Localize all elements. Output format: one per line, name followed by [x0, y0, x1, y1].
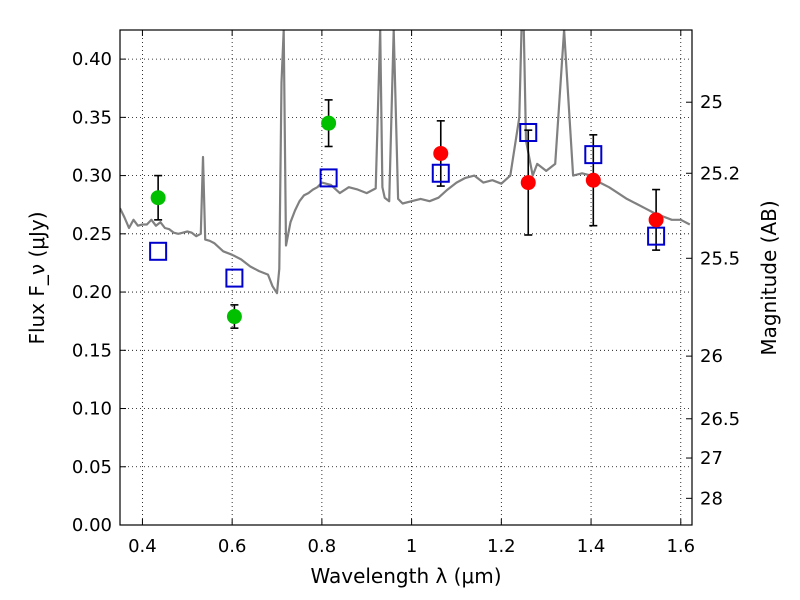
- magnitude-tick-label: 27: [700, 448, 723, 469]
- magnitude-tick-label: 25.2: [700, 163, 740, 184]
- model-photometry-square: [431, 163, 450, 183]
- y-tick-label: 0.15: [72, 340, 112, 361]
- y-axis-label: Flux F_ν (μJy): [25, 211, 49, 344]
- observed-flux-point: [520, 175, 536, 191]
- x-tick-label: 1: [406, 536, 417, 557]
- x-axis-label: Wavelength λ (μm): [310, 564, 501, 588]
- model-spectrum-line: [120, 30, 691, 295]
- x-tick-label: 1.6: [666, 536, 695, 557]
- y-tick-label: 0.40: [72, 49, 112, 70]
- magnitude-axis-label: Magnitude (AB): [757, 200, 781, 355]
- model-photometry-square: [149, 241, 168, 261]
- x-tick-label: 1.2: [487, 536, 516, 557]
- y-tick-label: 0.00: [72, 515, 112, 536]
- observed-flux-point: [648, 212, 664, 228]
- magnitude-tick-label: 25.5: [700, 248, 740, 269]
- y-tick-label: 0.30: [72, 166, 112, 187]
- y-tick-label: 0.35: [72, 107, 112, 128]
- grid: [120, 30, 692, 526]
- y-tick-label: 0.10: [72, 399, 112, 420]
- magnitude-tick-label: 28: [700, 488, 723, 509]
- plot-area: [120, 30, 691, 329]
- model-photometry-square: [319, 168, 338, 188]
- x-tick-label: 0.4: [128, 536, 157, 557]
- magnitude-tick-label: 26.5: [700, 409, 740, 430]
- magnitude-tick-label: 26: [700, 346, 723, 367]
- observed-flux-point: [150, 190, 166, 206]
- plot-frame: [119, 29, 693, 526]
- y-tick-label: 0.05: [72, 457, 112, 478]
- model-photometry-square: [519, 122, 538, 142]
- y-tick-label: 0.20: [72, 282, 112, 303]
- model-photometry-square: [584, 145, 603, 165]
- axes: 0.4 0.6 0.8 1 1.2 1.4 1.6 0.00 0.05 0.10 0.15 0.20 0…: [72, 30, 740, 557]
- observed-flux-point: [226, 309, 242, 325]
- model-photometry-square: [225, 268, 244, 288]
- x-tick-label: 0.6: [218, 536, 247, 557]
- y-tick-label: 0.25: [72, 224, 112, 245]
- magnitude-tick-label: 25: [700, 92, 723, 113]
- x-tick-label: 0.8: [308, 536, 337, 557]
- observed-flux-point: [585, 172, 601, 188]
- x-tick-label: 1.4: [577, 536, 606, 557]
- observed-flux-point: [321, 115, 337, 131]
- model-photometry-square: [647, 226, 666, 246]
- observed-flux-point: [433, 145, 449, 161]
